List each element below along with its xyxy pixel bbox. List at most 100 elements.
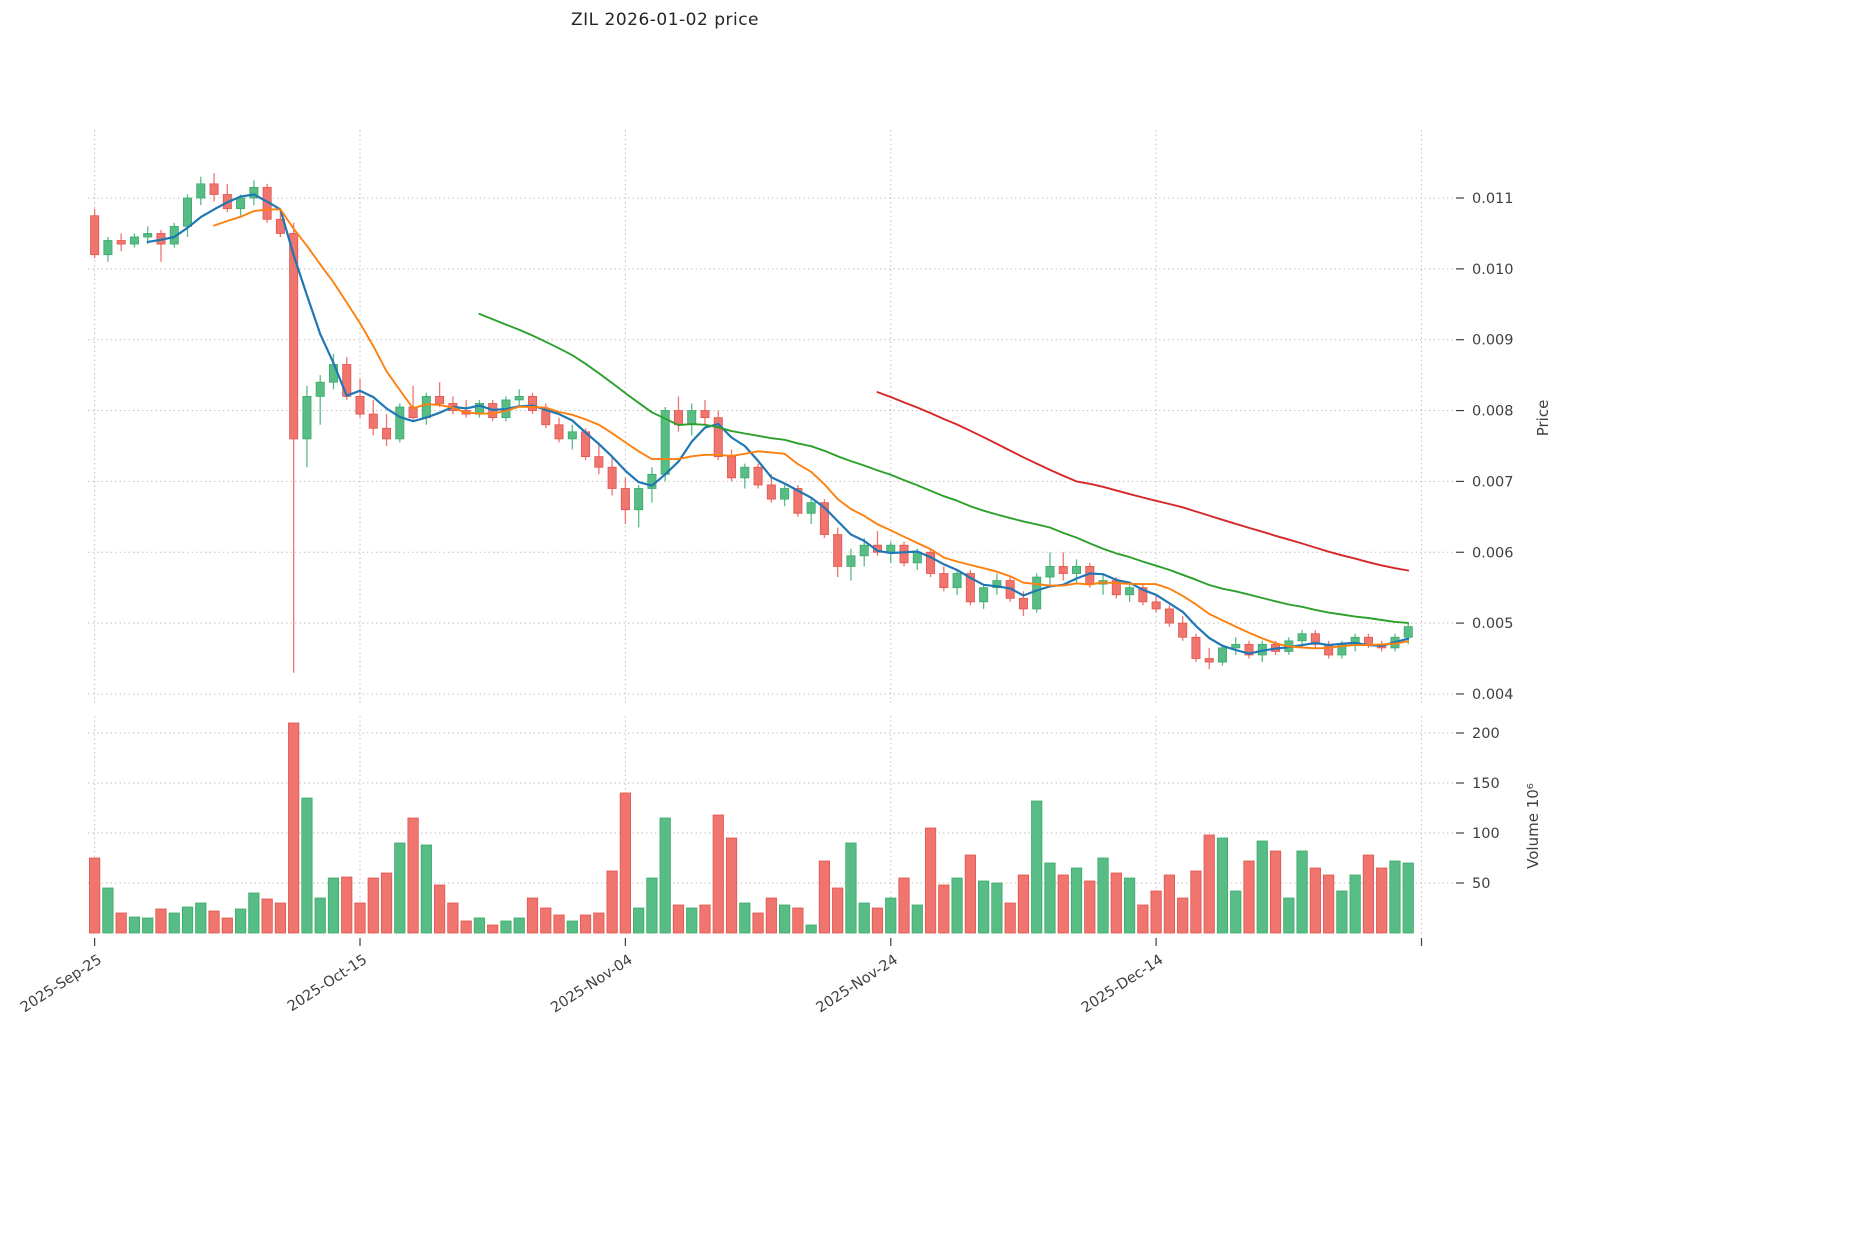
price-panel — [90, 173, 1413, 673]
volume-bar — [739, 902, 751, 934]
candle-body — [1231, 643, 1241, 649]
volume-bar — [845, 842, 857, 934]
price-tick-label: 0.010 — [1472, 262, 1514, 278]
candle-body — [209, 183, 219, 195]
volume-bar — [1031, 800, 1043, 934]
candle-body — [1164, 608, 1174, 624]
volume-bar — [792, 907, 804, 934]
candle-body — [620, 488, 630, 511]
candle-body — [1072, 566, 1082, 574]
volume-bar — [593, 912, 605, 934]
price-axis: 0.004 0.005 0.006 0.007 0.008 0.009 0.010 0.011… — [1456, 191, 1552, 703]
volume-bar — [911, 904, 923, 934]
volume-bar — [712, 814, 724, 934]
volume-bar — [686, 907, 698, 934]
volume-bar — [142, 917, 154, 934]
price-tick-label: 0.011 — [1472, 191, 1514, 207]
candle-body — [236, 197, 246, 210]
candle-body — [1018, 597, 1028, 610]
volume-bar — [487, 924, 499, 934]
candle-body — [939, 573, 949, 589]
candle-body — [819, 502, 829, 535]
price-tick-label: 0.009 — [1472, 333, 1514, 349]
date-axis: 2025-Sep-25 2025-Oct-15 2025-Nov-04 2025-No… — [18, 938, 1423, 1016]
volume-bar — [168, 912, 180, 934]
volume-panel — [89, 722, 1414, 934]
volume-bar — [871, 907, 884, 934]
volume-bar — [885, 897, 897, 934]
volume-tick-label: 50 — [1472, 876, 1490, 892]
candle-body — [315, 381, 325, 397]
volume-bar — [181, 906, 194, 934]
candle-body — [90, 215, 100, 256]
candle-body — [196, 183, 206, 199]
candle-body — [952, 573, 962, 589]
volume-bar — [553, 914, 565, 934]
volume-bar — [579, 914, 592, 934]
candle-body — [1058, 566, 1068, 574]
ma-line-sma-5 — [146, 193, 1410, 655]
volume-bar — [779, 904, 791, 934]
volume-bar — [646, 877, 658, 934]
candle-body — [859, 544, 869, 557]
candle-body — [846, 555, 856, 567]
volume-bar — [288, 722, 300, 934]
volume-bar — [327, 877, 340, 934]
volume-axis-label: Volume 10⁶ — [1524, 783, 1542, 869]
candle-body — [992, 580, 1002, 589]
date-tick-label: 2025-Sep-25 — [18, 952, 105, 1016]
volume-bar — [1004, 902, 1016, 934]
candle-body — [886, 544, 896, 553]
candle-body — [1032, 576, 1042, 610]
volume-bar — [1216, 837, 1229, 934]
candle-body — [926, 551, 936, 574]
volume-bar — [1057, 874, 1069, 934]
volume-bar — [818, 860, 831, 934]
volume-bar — [951, 877, 963, 934]
candle-body — [355, 395, 365, 415]
candle-body — [1297, 633, 1307, 642]
chart-title: ZIL 2026-01-02 price — [570, 10, 760, 30]
volume-bar — [991, 882, 1003, 934]
candle-body — [634, 488, 644, 511]
candle-body — [1151, 601, 1161, 610]
volume-bar — [102, 887, 114, 934]
volume-bar — [1123, 877, 1136, 934]
candle-body — [713, 417, 723, 458]
volume-bar — [964, 854, 976, 934]
date-tick-label: 2025-Nov-24 — [814, 952, 901, 1016]
candle-body — [1244, 643, 1254, 656]
volume-bar — [633, 907, 645, 934]
volume-bar — [155, 908, 167, 934]
volume-bar — [115, 912, 127, 934]
price-tick-label: 0.008 — [1472, 404, 1514, 420]
price-tick-label: 0.006 — [1472, 545, 1514, 561]
volume-bar — [234, 908, 247, 934]
volume-bar — [1362, 854, 1375, 934]
ma-line-sma-10 — [213, 208, 1410, 650]
volume-bar — [1097, 857, 1109, 934]
candle-body — [1217, 647, 1227, 663]
volume-bar — [805, 924, 817, 934]
volume-bar — [526, 897, 539, 934]
volume-bar — [195, 902, 207, 934]
volume-bar — [566, 920, 578, 934]
volume-bar — [394, 842, 406, 934]
volume-bar — [1044, 862, 1056, 934]
volume-bar — [898, 877, 910, 934]
volume-bar — [1296, 850, 1308, 934]
volume-bar — [858, 902, 870, 934]
volume-bar — [314, 897, 326, 934]
price-axis-label: Price — [1534, 400, 1552, 437]
volume-bar — [1402, 862, 1414, 934]
volume-tick-label: 150 — [1472, 776, 1500, 792]
candle-body — [302, 395, 312, 440]
volume-bar — [1203, 834, 1215, 934]
volume-bar — [978, 880, 990, 934]
candle-body — [1178, 622, 1188, 638]
candle-body — [806, 502, 816, 514]
volume-bar — [606, 870, 618, 934]
candle-body — [700, 410, 710, 419]
volume-bar — [89, 857, 101, 934]
